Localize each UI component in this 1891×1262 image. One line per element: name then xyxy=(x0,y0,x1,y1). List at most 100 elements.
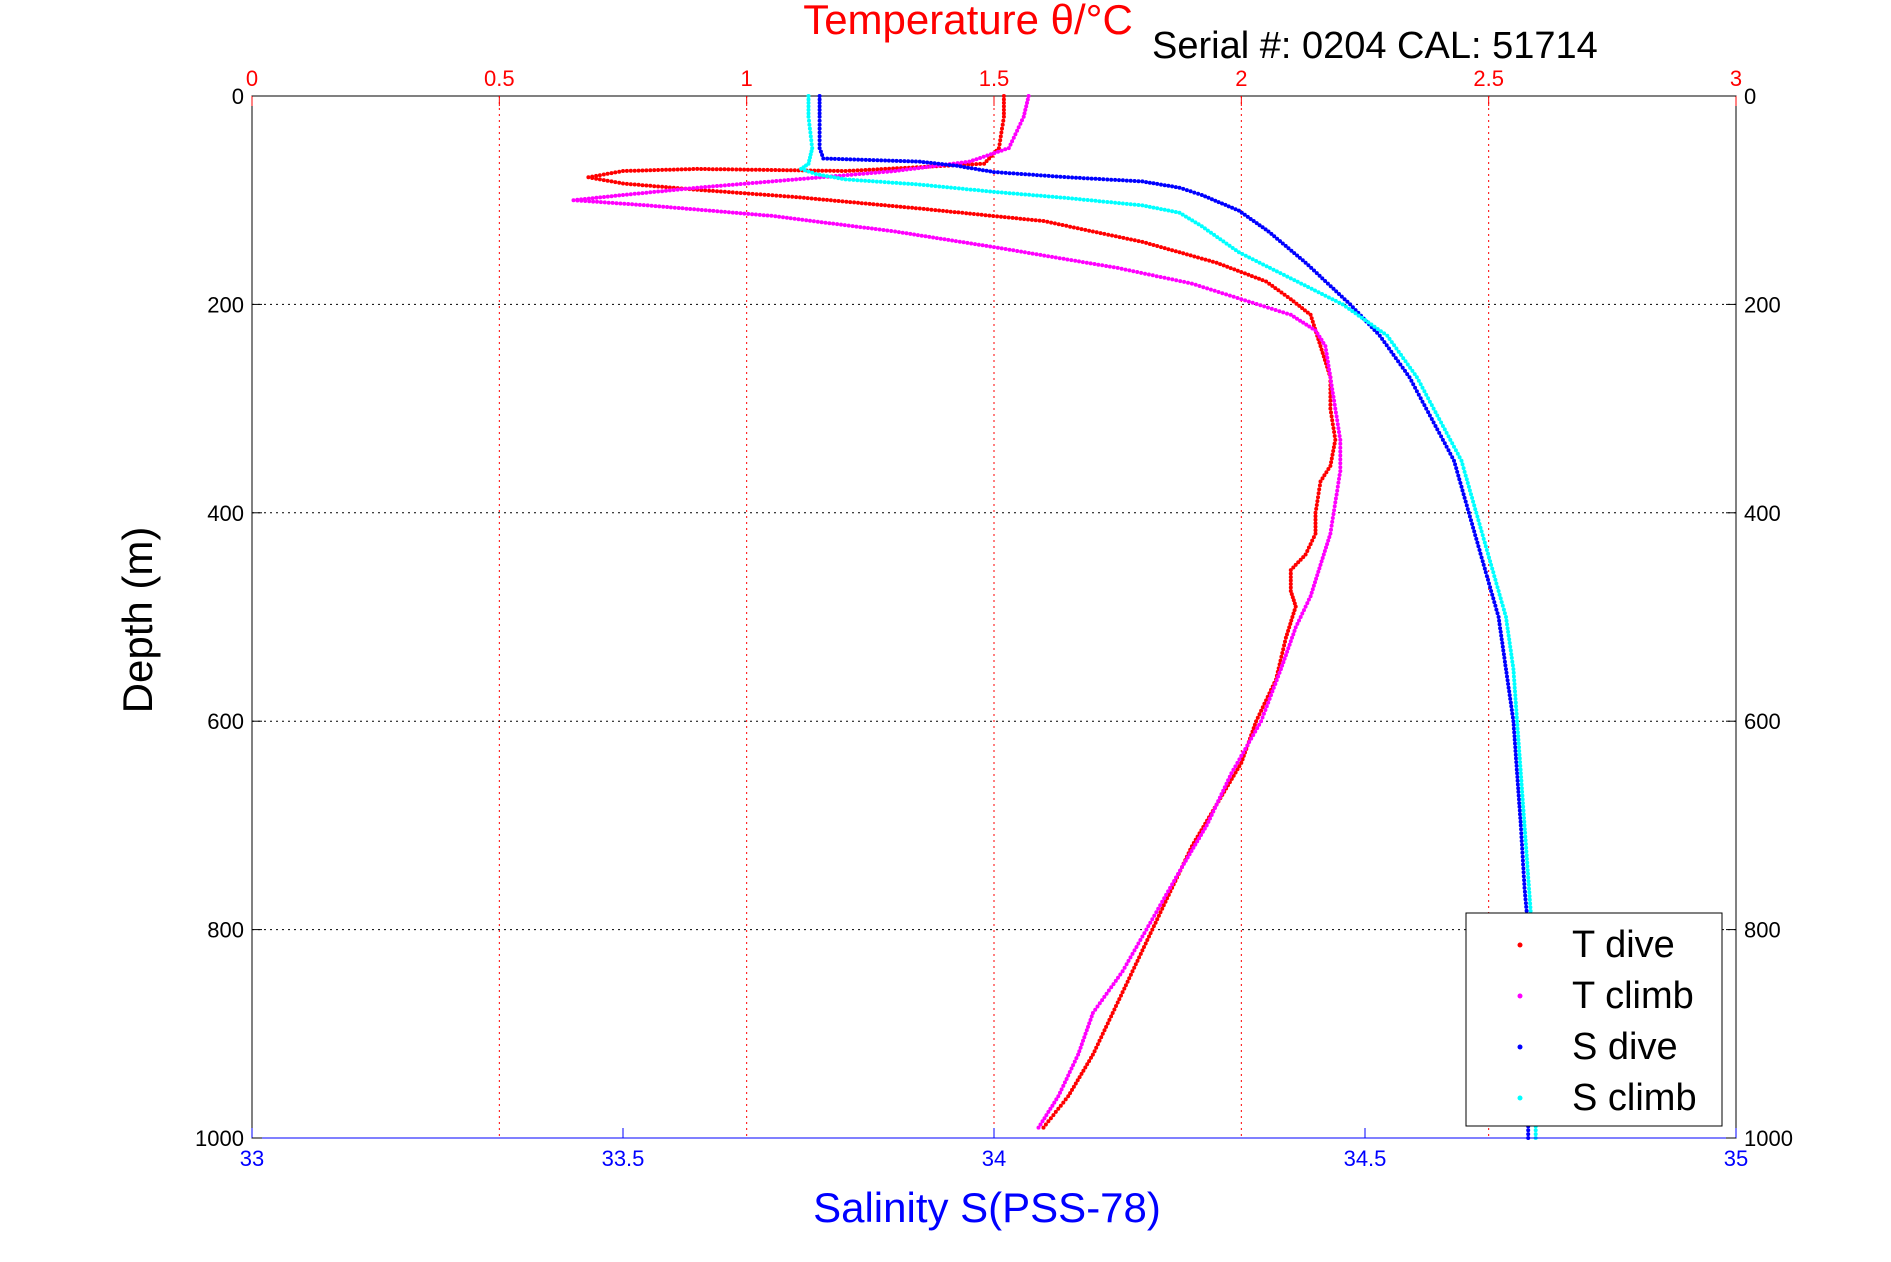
data-point xyxy=(1329,410,1333,415)
data-point xyxy=(1291,565,1296,570)
data-point xyxy=(1001,94,1006,98)
data-point xyxy=(987,156,992,161)
data-point xyxy=(1192,254,1197,259)
data-point xyxy=(1263,227,1268,232)
data-point xyxy=(1050,254,1054,259)
data-point xyxy=(1498,626,1503,631)
data-point xyxy=(855,168,860,173)
data-point xyxy=(1273,682,1278,686)
data-point xyxy=(908,167,913,171)
data-point xyxy=(1001,100,1006,105)
data-point xyxy=(1524,845,1529,850)
data-point xyxy=(1527,897,1532,902)
data-point xyxy=(828,198,833,203)
data-point xyxy=(1513,689,1517,694)
data-point xyxy=(591,199,596,204)
data-point xyxy=(1063,1097,1068,1102)
data-point xyxy=(1204,823,1209,828)
data-point xyxy=(879,203,884,207)
data-point xyxy=(750,181,755,185)
data-point xyxy=(1266,305,1270,310)
data-point xyxy=(910,182,914,186)
data-point xyxy=(1487,581,1491,586)
data-point xyxy=(1471,525,1476,530)
data-point xyxy=(1295,316,1299,321)
data-point xyxy=(1271,267,1276,272)
data-point xyxy=(1412,372,1417,377)
data-point xyxy=(840,199,845,204)
data-point xyxy=(1285,649,1290,654)
data-point xyxy=(985,153,990,158)
data-point xyxy=(1285,274,1290,279)
data-point xyxy=(1088,261,1093,266)
data-point xyxy=(1444,430,1449,435)
data-point xyxy=(921,183,926,187)
data-point xyxy=(1437,430,1442,435)
data-point xyxy=(605,178,610,183)
data-point xyxy=(1243,747,1248,751)
data-point xyxy=(1227,774,1232,779)
data-point xyxy=(1186,280,1190,285)
data-point xyxy=(1183,858,1188,863)
temperature-axis-label: Temperature θ/°C xyxy=(803,0,1133,43)
data-point xyxy=(1235,296,1240,300)
data-point xyxy=(1014,216,1019,221)
data-point xyxy=(977,167,982,172)
data-point xyxy=(1233,248,1238,253)
data-point xyxy=(1520,854,1525,859)
data-point xyxy=(1328,531,1333,536)
data-point xyxy=(762,192,767,197)
data-point xyxy=(1267,696,1272,701)
data-point xyxy=(1494,581,1499,586)
data-point xyxy=(1326,363,1331,368)
data-point xyxy=(1288,568,1293,573)
data-point xyxy=(1328,394,1333,399)
data-point xyxy=(614,201,619,206)
data-point xyxy=(1508,700,1513,705)
data-point xyxy=(1524,853,1529,858)
data-point xyxy=(1132,238,1137,243)
data-point xyxy=(1269,231,1274,236)
data-point xyxy=(893,229,898,234)
salinity-tick-label: 35 xyxy=(1724,1146,1748,1171)
depth-tick-label-left: 600 xyxy=(207,709,244,734)
data-point xyxy=(1043,1122,1048,1127)
salinity-tick-label: 33.5 xyxy=(602,1146,645,1171)
data-point xyxy=(961,240,966,245)
data-point xyxy=(1218,237,1223,242)
temperature-tick-label: 2 xyxy=(1235,66,1247,91)
data-point xyxy=(1140,239,1145,244)
data-point xyxy=(1229,771,1234,776)
data-point xyxy=(644,190,649,195)
data-point xyxy=(966,165,970,170)
data-point xyxy=(987,213,992,218)
data-point xyxy=(1340,302,1345,307)
data-point xyxy=(1477,522,1482,526)
data-point xyxy=(1111,982,1116,987)
data-point xyxy=(790,194,795,199)
data-point xyxy=(948,209,953,214)
data-point xyxy=(1228,266,1233,271)
data-point xyxy=(843,177,848,182)
data-point xyxy=(1087,1021,1092,1026)
data-point xyxy=(706,167,711,172)
data-point xyxy=(1501,652,1506,657)
data-point xyxy=(1081,1038,1085,1043)
data-point xyxy=(1526,1128,1531,1133)
data-point xyxy=(1325,281,1330,286)
data-point xyxy=(1291,598,1296,603)
data-point xyxy=(844,199,849,204)
data-point xyxy=(1313,580,1317,585)
data-point xyxy=(1416,392,1421,397)
data-point xyxy=(817,142,822,147)
data-point xyxy=(1003,190,1008,195)
data-point xyxy=(792,216,797,221)
data-point xyxy=(1082,1035,1087,1040)
data-point xyxy=(1089,176,1094,181)
data-point xyxy=(976,188,981,193)
data-point xyxy=(1240,252,1245,256)
data-point xyxy=(1241,750,1246,755)
data-point xyxy=(1242,212,1247,217)
data-point xyxy=(1467,514,1472,519)
data-point xyxy=(707,184,712,189)
